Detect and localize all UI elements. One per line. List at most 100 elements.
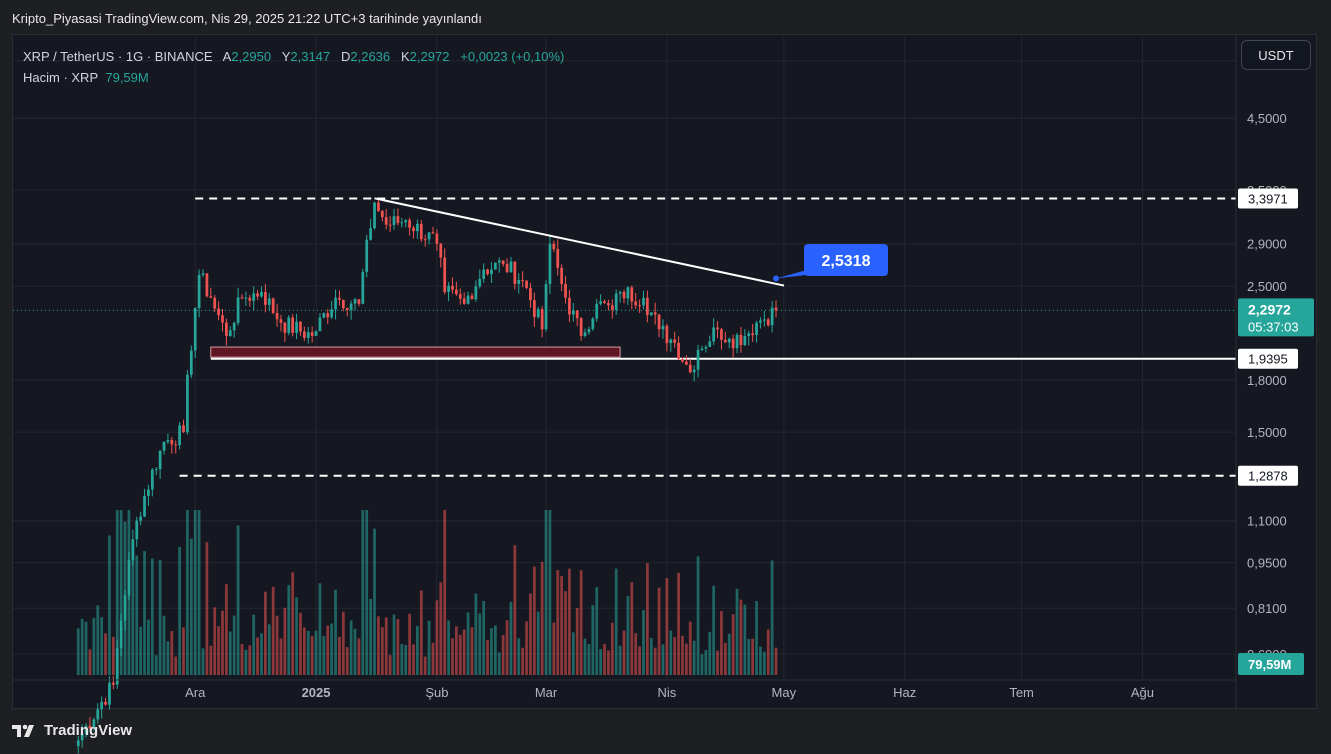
volume-bar [716,650,719,675]
candle-body [587,329,591,333]
volume-bar [739,599,743,675]
volume-bar [299,612,302,675]
candle-body [283,322,287,333]
candle-body [642,297,645,306]
volume-bar [583,638,587,675]
price-tick: 1,5000 [1247,425,1287,440]
legend-close-label: K [400,49,410,64]
volume-bar [252,614,256,675]
tradingview-brand[interactable]: TradingView [12,722,132,739]
volume-tag [1238,653,1304,675]
legend-volume-label[interactable]: Hacim · XRP [23,70,99,85]
candle-body [447,285,450,292]
candle-body [221,315,224,323]
candle-body [330,309,334,318]
candlesticks [76,199,778,754]
candle-body [318,317,322,332]
volume-bar [189,538,193,675]
volume-bar [119,510,123,675]
candle-body [466,295,470,304]
currency-button[interactable]: USDT [1241,40,1311,70]
legend-symbol[interactable]: XRP / TetherUS · 1G · BINANCE [23,49,213,64]
volume-bar [170,631,174,675]
volume-bar [143,551,146,675]
volume-bar [365,510,369,675]
candle-body [482,269,486,279]
volume-bar [174,656,178,675]
candle-body [630,287,634,302]
volume-bar [256,637,259,675]
volume-bar [84,621,88,675]
volume-bar [400,644,404,675]
volume-bar [649,638,653,675]
volume-bar [131,545,135,675]
candle-body [556,248,560,268]
candle-body [84,725,88,734]
volume-bar [462,629,466,675]
candle-body [497,260,501,263]
volume-bar [369,598,372,675]
volume-bar [642,610,645,675]
candle-body [349,303,353,311]
countdown: 05:37:03 [1248,319,1299,334]
volume-bars [76,510,778,675]
price-tick: 0,9500 [1247,556,1287,571]
price-tick: 0,8100 [1247,601,1287,616]
volume-bar [162,615,166,675]
candle-body [338,297,341,300]
candle-body [568,297,571,315]
volume-bar [470,627,474,675]
candle-body [638,305,641,307]
candle-body [256,293,259,297]
volume-bar [525,621,528,675]
volume-bar [193,510,197,675]
candle-body [131,539,135,561]
candle-body [583,332,587,336]
volume-bar [166,641,170,675]
candle-body [766,319,770,326]
volume-bar [532,566,536,675]
candle-body [653,312,657,315]
candle-body [548,243,552,285]
volume-bar [529,593,532,675]
candle-body [279,319,283,323]
volume-bar [326,625,330,675]
candle-body [271,298,275,313]
candle-body [685,361,688,365]
volume-bar [104,633,107,675]
volume-bar [240,644,244,675]
candle-body [154,469,158,471]
volume-bar [478,613,482,675]
candle-body [388,224,392,226]
candle-body [509,261,513,273]
candle-body [92,719,96,729]
volume-bar [357,638,361,675]
volume-bar [108,535,111,675]
candle-body [478,278,482,287]
candle-body [400,222,404,224]
volume-bar [80,618,84,675]
candle-body [306,332,310,338]
candle-body [505,264,509,273]
candle-body [451,285,454,290]
volume-bar [392,614,396,675]
time-tick: Ağu [1131,685,1154,700]
volume-bar [622,630,626,675]
candle-body [111,682,115,685]
volume-bar [474,593,478,675]
volume-bar [178,546,181,675]
volume-bar [96,605,100,675]
candle-body [427,232,431,240]
candle-body [88,725,92,729]
volume-bar [607,650,610,675]
candle-body [614,293,618,310]
volume-bar [685,643,688,675]
volume-bar [310,635,314,675]
volume-bar [412,644,415,675]
candle-body [252,293,256,301]
volume-bar [318,583,322,675]
legend-low-label: D [340,49,351,64]
candle-body [380,210,384,218]
time-tick: Ara [185,685,206,700]
